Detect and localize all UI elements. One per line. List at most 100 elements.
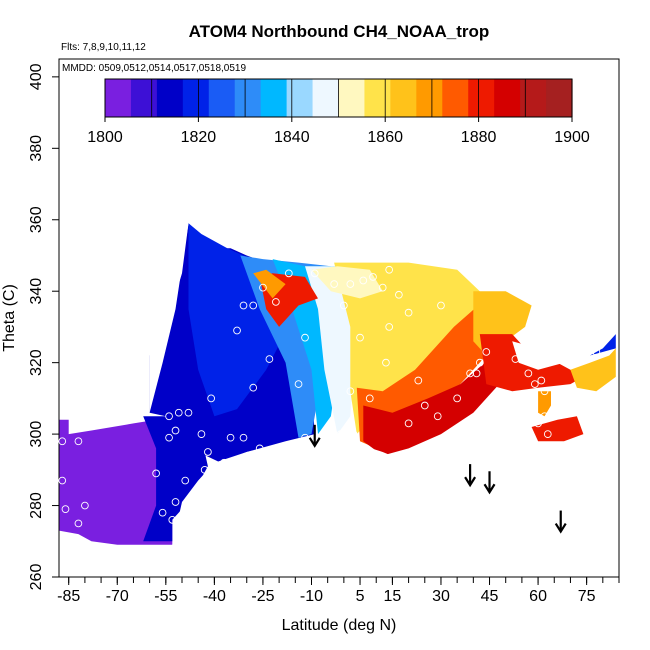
sample-point	[204, 448, 212, 456]
sample-point	[395, 290, 403, 299]
x-tick-label: -85	[57, 588, 80, 605]
sample-point	[61, 505, 70, 513]
tropopause-arrow	[483, 471, 496, 495]
colorbar-swatch	[234, 79, 262, 117]
tropopause-arrow	[308, 424, 321, 448]
tropopause-arrows	[308, 424, 567, 534]
sample-point	[511, 355, 520, 363]
x-tick-label: 5	[356, 588, 365, 605]
field-north-edge-blue	[589, 334, 616, 356]
tropopause-arrow	[464, 464, 477, 488]
sample-point	[265, 355, 274, 363]
sample-point	[171, 498, 180, 506]
sample-point	[184, 408, 193, 417]
sample-point	[404, 451, 413, 460]
sample-point	[301, 333, 309, 342]
sample-point	[369, 273, 377, 281]
sample-point	[207, 394, 215, 403]
x-tick-label: -10	[300, 588, 323, 605]
colorbar-swatch	[468, 79, 495, 117]
colorbar-swatch	[156, 79, 184, 117]
sample-point	[404, 308, 413, 317]
chart-title: ATOM4 Northbound CH4_NOAA_trop	[189, 22, 490, 41]
colorbar-tick-label: 1840	[274, 129, 310, 146]
field-north-orange	[538, 391, 551, 417]
sample-point	[284, 269, 293, 278]
x-tick-label: -70	[106, 588, 129, 605]
colorbar-tick-label: 1800	[87, 129, 123, 146]
colorbar-tick-label: 1820	[181, 129, 217, 146]
sample-point	[466, 369, 474, 378]
sample-point	[534, 419, 542, 428]
sample-point	[586, 408, 594, 417]
field-pale-wedge	[305, 266, 357, 435]
flights-note: Flts: 7,8,9,10,11,12	[61, 42, 146, 53]
sample-point	[453, 394, 462, 403]
sample-point	[294, 380, 303, 388]
colorbar-swatch	[260, 79, 288, 117]
sample-point	[233, 326, 241, 335]
arrow-head	[483, 483, 496, 495]
tropopause-arrow	[554, 510, 567, 534]
sample-point	[272, 298, 280, 306]
y-tick-label: 280	[28, 492, 45, 519]
colorbar-swatch	[208, 79, 236, 117]
sample-point	[537, 376, 546, 385]
sample-point	[275, 444, 283, 453]
sample-point	[365, 394, 374, 403]
sample-point	[346, 280, 355, 288]
colorbar-tick-label: 1860	[367, 129, 403, 146]
sample-point	[181, 501, 190, 510]
sample-point	[385, 265, 394, 274]
sample-point	[74, 437, 83, 446]
colorbar-swatch	[364, 79, 391, 117]
sample-point	[433, 412, 442, 421]
field-south-navy	[143, 416, 208, 542]
field-southwest-empty	[59, 148, 150, 413]
sample-point	[524, 369, 533, 378]
sample-point	[340, 301, 348, 310]
sample-point	[385, 323, 394, 331]
y-axis: 260 280 300 320 340 360 380 400	[28, 63, 59, 590]
sample-point	[330, 280, 338, 288]
sample-point	[414, 376, 423, 385]
x-axis: -85 -70 -55 -40 -25 -10 5 15 30 45 60 75	[57, 577, 620, 605]
sample-point	[359, 276, 368, 285]
x-tick-label: -25	[251, 588, 274, 605]
sample-point	[239, 433, 248, 442]
sample-point	[58, 476, 67, 485]
sample-point	[356, 333, 364, 342]
sample-point	[540, 387, 549, 396]
sample-point	[171, 426, 180, 435]
sample-point	[475, 358, 484, 367]
sample-point	[346, 387, 355, 396]
x-tick-label: 15	[384, 588, 402, 605]
sample-point	[592, 348, 601, 356]
sample-point	[158, 508, 167, 517]
field-north-gap	[512, 341, 564, 370]
colorbar-swatch	[416, 79, 443, 117]
colorbar-swatch	[312, 79, 340, 117]
sample-point	[165, 412, 173, 421]
y-tick-label: 360	[28, 206, 45, 233]
colorbar-swatch	[442, 79, 469, 117]
sample-point	[255, 444, 264, 453]
sample-point	[259, 283, 267, 292]
x-tick-label: -55	[154, 588, 177, 605]
x-tick-label: 45	[481, 588, 499, 605]
x-tick-label: 75	[578, 588, 596, 605]
x-tick-label: 30	[432, 588, 450, 605]
y-axis-title: Theta (C)	[1, 284, 18, 352]
colorbar: 1800 1820 1840 1860 1880 1900	[87, 78, 590, 146]
sample-point	[336, 430, 345, 438]
sample-point	[168, 515, 177, 524]
sample-point	[200, 465, 209, 474]
sample-point	[482, 348, 491, 356]
sample-point	[540, 412, 549, 421]
sample-point	[420, 401, 429, 410]
colorbar-swatch	[520, 79, 547, 117]
sample-point	[530, 380, 539, 388]
arrow-head	[464, 476, 477, 488]
ch4-field	[59, 148, 619, 577]
y-tick-label: 400	[28, 63, 45, 90]
